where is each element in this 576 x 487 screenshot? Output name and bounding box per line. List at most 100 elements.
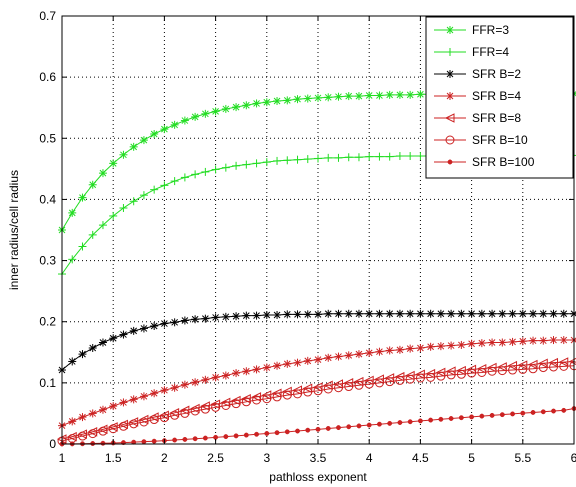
data-point — [252, 365, 261, 374]
marker-stroke — [130, 143, 138, 151]
marker-stroke — [447, 310, 455, 318]
data-point — [354, 350, 363, 359]
marker-stroke — [365, 310, 373, 318]
data-point — [100, 440, 106, 446]
marker-stroke — [509, 338, 516, 346]
data-point — [88, 230, 97, 239]
data-point — [180, 408, 190, 418]
y-tick-label: 0.5 — [39, 131, 56, 145]
data-point — [211, 107, 220, 116]
marker-stroke — [150, 389, 158, 397]
marker-stroke — [273, 97, 281, 105]
marker-stroke — [386, 310, 394, 318]
marker-stroke — [314, 94, 322, 102]
x-axis-label: pathloss exponent — [269, 470, 367, 484]
data-point — [191, 170, 200, 179]
data-point — [528, 364, 538, 374]
data-point — [395, 152, 404, 161]
data-point — [303, 94, 312, 103]
data-point — [405, 374, 415, 384]
x-tick-label: 4 — [366, 451, 373, 465]
data-point — [325, 426, 331, 431]
marker-stroke — [355, 310, 363, 318]
data-point — [283, 96, 292, 105]
marker-stroke — [304, 311, 312, 318]
data-point — [549, 309, 558, 318]
data-point — [191, 112, 200, 121]
marker-stroke — [314, 356, 322, 363]
marker-stroke — [324, 354, 332, 362]
data-point — [518, 337, 527, 346]
data-point — [170, 177, 179, 186]
data-point — [416, 90, 425, 99]
marker-stroke — [376, 348, 383, 356]
marker-stroke — [417, 344, 424, 352]
data-point — [264, 431, 270, 436]
data-point — [415, 369, 425, 380]
marker-stroke — [294, 95, 301, 103]
data-point — [448, 416, 454, 421]
y-tick-label: 0.6 — [39, 70, 56, 84]
legend-label: SFR B=4 — [472, 89, 521, 103]
data-point — [336, 425, 341, 431]
data-point — [261, 390, 272, 400]
marker-stroke — [396, 346, 404, 354]
data-point — [384, 373, 395, 383]
data-point — [559, 361, 569, 371]
marker-stroke — [519, 310, 527, 318]
data-point — [354, 309, 363, 318]
x-tick-label: 5 — [468, 451, 475, 465]
data-point — [109, 159, 118, 168]
data-point — [271, 388, 282, 399]
data-point — [344, 309, 353, 318]
data-point — [469, 414, 475, 420]
data-point — [213, 434, 219, 440]
data-point — [447, 341, 456, 350]
marker-stroke — [283, 311, 291, 318]
data-point — [68, 255, 77, 264]
data-point — [303, 155, 312, 164]
data-point — [417, 418, 423, 424]
marker-stroke — [120, 399, 127, 406]
marker-stroke — [386, 347, 394, 354]
marker-stroke — [294, 359, 301, 367]
data-point — [406, 309, 415, 318]
data-point — [230, 395, 241, 406]
data-point — [242, 367, 251, 376]
data-point — [353, 376, 364, 387]
data-point — [415, 373, 425, 383]
marker-stroke — [478, 339, 486, 347]
data-point — [88, 429, 98, 439]
marker-stroke — [498, 310, 506, 318]
data-point — [200, 404, 210, 414]
marker-stroke — [283, 97, 291, 104]
data-point — [262, 363, 271, 372]
marker-stroke — [68, 209, 76, 217]
data-point — [446, 366, 456, 377]
data-point — [467, 339, 476, 348]
marker-stroke — [212, 374, 219, 381]
legend-label: FFR=4 — [472, 45, 509, 59]
data-point — [364, 375, 374, 386]
data-point — [406, 344, 415, 353]
data-point — [98, 169, 107, 178]
data-point — [559, 309, 568, 318]
data-point — [202, 435, 208, 441]
marker-stroke — [140, 325, 148, 332]
data-point — [78, 350, 87, 359]
marker-stroke — [446, 70, 454, 78]
data-point — [78, 242, 87, 251]
data-point — [200, 401, 210, 411]
x-tick-label: 4.5 — [412, 451, 429, 465]
data-point — [273, 156, 282, 165]
data-point — [170, 120, 179, 129]
data-point — [232, 103, 241, 112]
data-point — [497, 366, 507, 376]
marker-stroke — [446, 26, 454, 34]
marker-stroke — [488, 310, 496, 318]
data-point — [241, 393, 251, 404]
marker-stroke — [304, 95, 312, 102]
legend-marker — [446, 92, 454, 100]
data-point — [436, 371, 446, 381]
data-point — [488, 338, 497, 347]
